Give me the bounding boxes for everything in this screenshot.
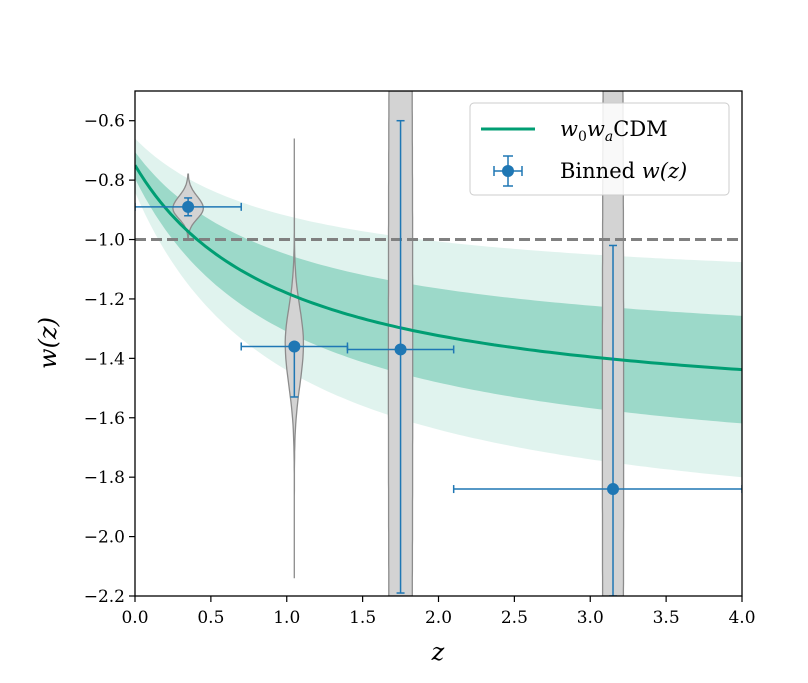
legend-box bbox=[469, 102, 730, 196]
y-axis-label: w(z) bbox=[34, 317, 62, 369]
y-tick-label: −1.4 bbox=[84, 349, 125, 369]
x-tick-label: 0.0 bbox=[121, 608, 148, 628]
binned-marker bbox=[288, 340, 301, 353]
model-line-w0waCDM bbox=[135, 164, 742, 372]
x-tick-label: 0.5 bbox=[197, 608, 224, 628]
x-tick-label: 3.0 bbox=[577, 608, 604, 628]
binned-point bbox=[135, 197, 242, 217]
x-tick-label: 1.5 bbox=[349, 608, 376, 628]
x-axis-label: z bbox=[431, 638, 445, 666]
legend-swatch-binned bbox=[493, 155, 523, 187]
legend: w0waCDM Binned w(z) bbox=[469, 102, 730, 196]
y-tick-label: −1.0 bbox=[84, 231, 125, 251]
plot-area bbox=[135, 91, 742, 596]
y-tick-label: −2.2 bbox=[84, 587, 125, 607]
binned-errorbars bbox=[135, 119, 742, 596]
y-tick-label: −1.8 bbox=[84, 468, 125, 488]
binned-marker bbox=[182, 200, 195, 213]
x-tick-label: 1.0 bbox=[273, 608, 300, 628]
x-tick-label: 2.0 bbox=[425, 608, 452, 628]
x-tick-label: 3.5 bbox=[653, 608, 680, 628]
binned-point bbox=[240, 340, 349, 398]
binned-point bbox=[452, 244, 742, 596]
binned-marker bbox=[394, 343, 407, 356]
binned-point bbox=[346, 119, 455, 594]
model-band-2sigma bbox=[135, 138, 742, 478]
y-tick-label: −1.2 bbox=[84, 290, 125, 310]
x-tick-label: 2.5 bbox=[501, 608, 528, 628]
y-tick-label: −0.8 bbox=[84, 171, 125, 191]
y-tick-label: −2.0 bbox=[84, 528, 125, 548]
y-tick-label: −0.6 bbox=[84, 112, 125, 132]
y-axis: −2.2 −2.0 −1.8 −1.6 −1.4 −1.2 −1.0 −0.8 −0.6 bbox=[84, 112, 135, 607]
legend-label-binned: Binned w(z) bbox=[560, 159, 687, 183]
x-axis: 0.0 0.5 1.0 1.5 2.0 2.5 3.0 3.5 4.0 bbox=[121, 596, 756, 628]
legend-label-model: w0waCDM bbox=[560, 117, 668, 145]
binned-marker bbox=[607, 483, 620, 496]
x-tick-label: 4.0 bbox=[728, 608, 755, 628]
y-tick-label: −1.6 bbox=[84, 409, 125, 429]
